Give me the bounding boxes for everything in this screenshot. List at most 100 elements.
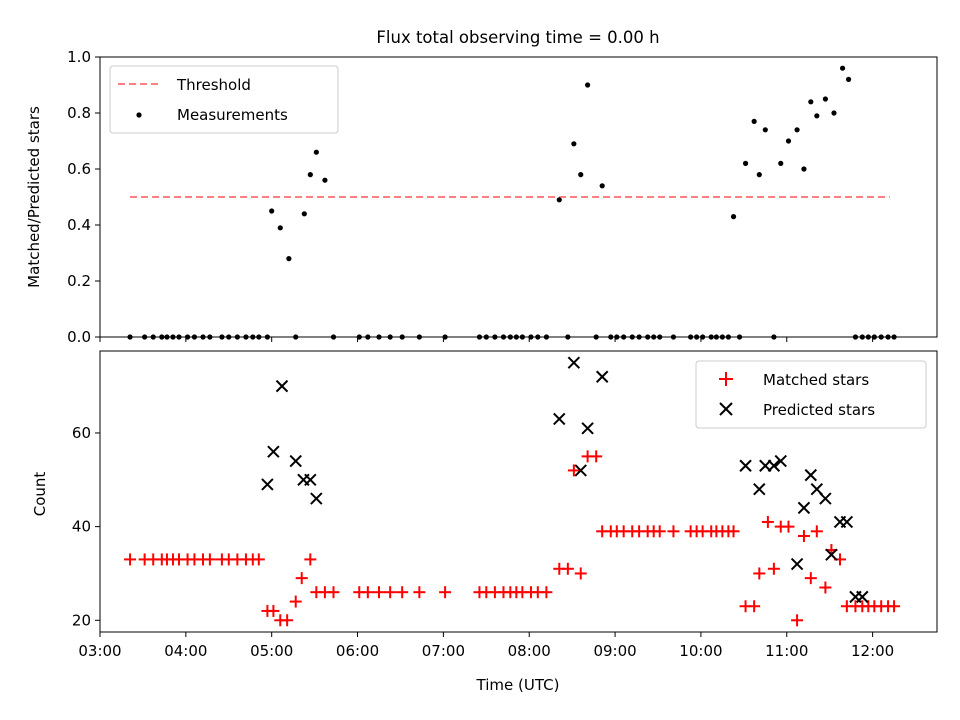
matched-star-point	[252, 553, 265, 566]
measurement-point	[725, 334, 731, 340]
measurement-point	[307, 172, 313, 178]
measurement-point	[207, 334, 213, 340]
measurement-point	[150, 334, 156, 340]
matched-star-point	[327, 586, 340, 599]
measurement-point	[286, 256, 292, 262]
measurement-point	[277, 225, 283, 231]
bottom-x-tick-label: 11:00	[765, 642, 808, 660]
measurement-point	[127, 334, 133, 340]
measurement-point	[159, 334, 165, 340]
measurement-point	[736, 334, 743, 340]
measurements-legend-label: Measurements	[177, 106, 288, 124]
measurement-point	[578, 172, 584, 178]
predicted-star-point	[739, 459, 752, 472]
matched-star-point	[761, 515, 774, 528]
measurement-point	[778, 160, 784, 166]
measurement-point	[808, 99, 814, 105]
top-y-tick-label: 0.8	[67, 104, 91, 122]
measurement-point	[483, 334, 489, 340]
matched-star-point	[653, 525, 666, 538]
measurement-point	[614, 334, 620, 340]
matched-star-point	[361, 586, 374, 599]
measurement-point	[694, 334, 700, 340]
measurement-point	[301, 211, 307, 217]
measurement-point	[801, 166, 807, 172]
top-legend: Threshold Measurements	[109, 65, 339, 134]
measurement-point	[322, 177, 328, 183]
measurement-point	[865, 334, 871, 340]
predicted-star-point	[289, 454, 302, 468]
predicted-star-point	[310, 492, 323, 505]
matched-star-point	[281, 614, 294, 627]
matched-star-point	[590, 450, 603, 463]
predicted-star-point	[856, 590, 869, 604]
x-axis-label: Time (UTC)	[476, 676, 560, 694]
measurement-point	[256, 334, 262, 340]
matched-star-point	[289, 595, 302, 608]
measurement-point	[170, 334, 176, 340]
measurement-point	[492, 334, 498, 340]
bottom-y-tick-label: 60	[72, 424, 91, 442]
measurement-point	[822, 96, 829, 102]
top-y-tick-label: 0.0	[67, 328, 91, 346]
measurement-point	[313, 149, 319, 155]
measurement-point	[878, 334, 884, 340]
bottom-axis-ticks: 20 40 60 03:00 04:00 05:00 06:00 07:00 08:00 09:0…	[72, 424, 894, 660]
predicted-star-point	[581, 422, 594, 435]
measurement-point	[507, 334, 513, 340]
measurement-point	[356, 334, 362, 340]
measurement-point	[645, 334, 651, 340]
bottom-y-tick-label: 20	[72, 611, 91, 629]
measurement-point	[730, 214, 737, 220]
top-y-axis-label: Matched/Predicted stars	[25, 106, 43, 288]
figure-title: Flux total observing time = 0.00 h	[376, 28, 659, 47]
measurement-point	[891, 334, 897, 340]
measurement-point	[387, 334, 393, 340]
measurement-point	[756, 172, 762, 178]
measurement-point	[771, 334, 777, 340]
measurement-point	[814, 113, 820, 119]
measurement-point	[794, 127, 800, 133]
measurement-point	[708, 334, 714, 340]
measurement-point	[688, 334, 694, 340]
measurement-point	[191, 334, 198, 340]
measurement-point	[621, 334, 627, 340]
matched-star-point	[888, 600, 901, 613]
bottom-legend: Matched stars Predicted stars	[695, 360, 927, 429]
bottom-x-tick-label: 06:00	[336, 642, 379, 660]
matched-star-point	[439, 586, 452, 599]
predicted-star-point	[267, 445, 280, 458]
measurement-point	[200, 334, 206, 340]
measurement-point	[376, 334, 382, 340]
measurement-point	[365, 334, 371, 340]
measurement-point	[243, 334, 249, 340]
top-y-tick-label: 0.6	[67, 160, 91, 178]
measurement-point	[513, 334, 519, 340]
measurement-point	[330, 334, 337, 340]
matched-star-point	[304, 553, 317, 566]
measurement-point	[293, 334, 299, 340]
bottom-x-tick-label: 04:00	[164, 642, 207, 660]
predicted-star-point	[753, 482, 766, 496]
matched-star-point	[267, 604, 280, 617]
bottom-y-tick-label: 40	[72, 518, 91, 536]
measurement-point	[500, 334, 507, 340]
matched-star-point	[561, 562, 574, 575]
predicted-stars-series	[261, 356, 869, 604]
predicted-star-point	[797, 501, 811, 515]
top-y-tick-label: 0.2	[67, 272, 91, 290]
measurement-point	[762, 127, 768, 133]
measurement-point	[543, 334, 550, 340]
measurement-point	[176, 334, 182, 340]
measurement-point	[599, 183, 605, 189]
matched-star-point	[810, 525, 823, 538]
top-legend-frame	[109, 65, 339, 134]
measurement-point	[164, 334, 170, 340]
predicted-star-point	[767, 459, 781, 472]
matched-star-point	[791, 614, 804, 627]
predicted-star-point	[595, 370, 609, 383]
predicted-star-point	[825, 548, 838, 561]
matched-star-point	[804, 572, 817, 585]
measurement-point	[535, 334, 541, 340]
